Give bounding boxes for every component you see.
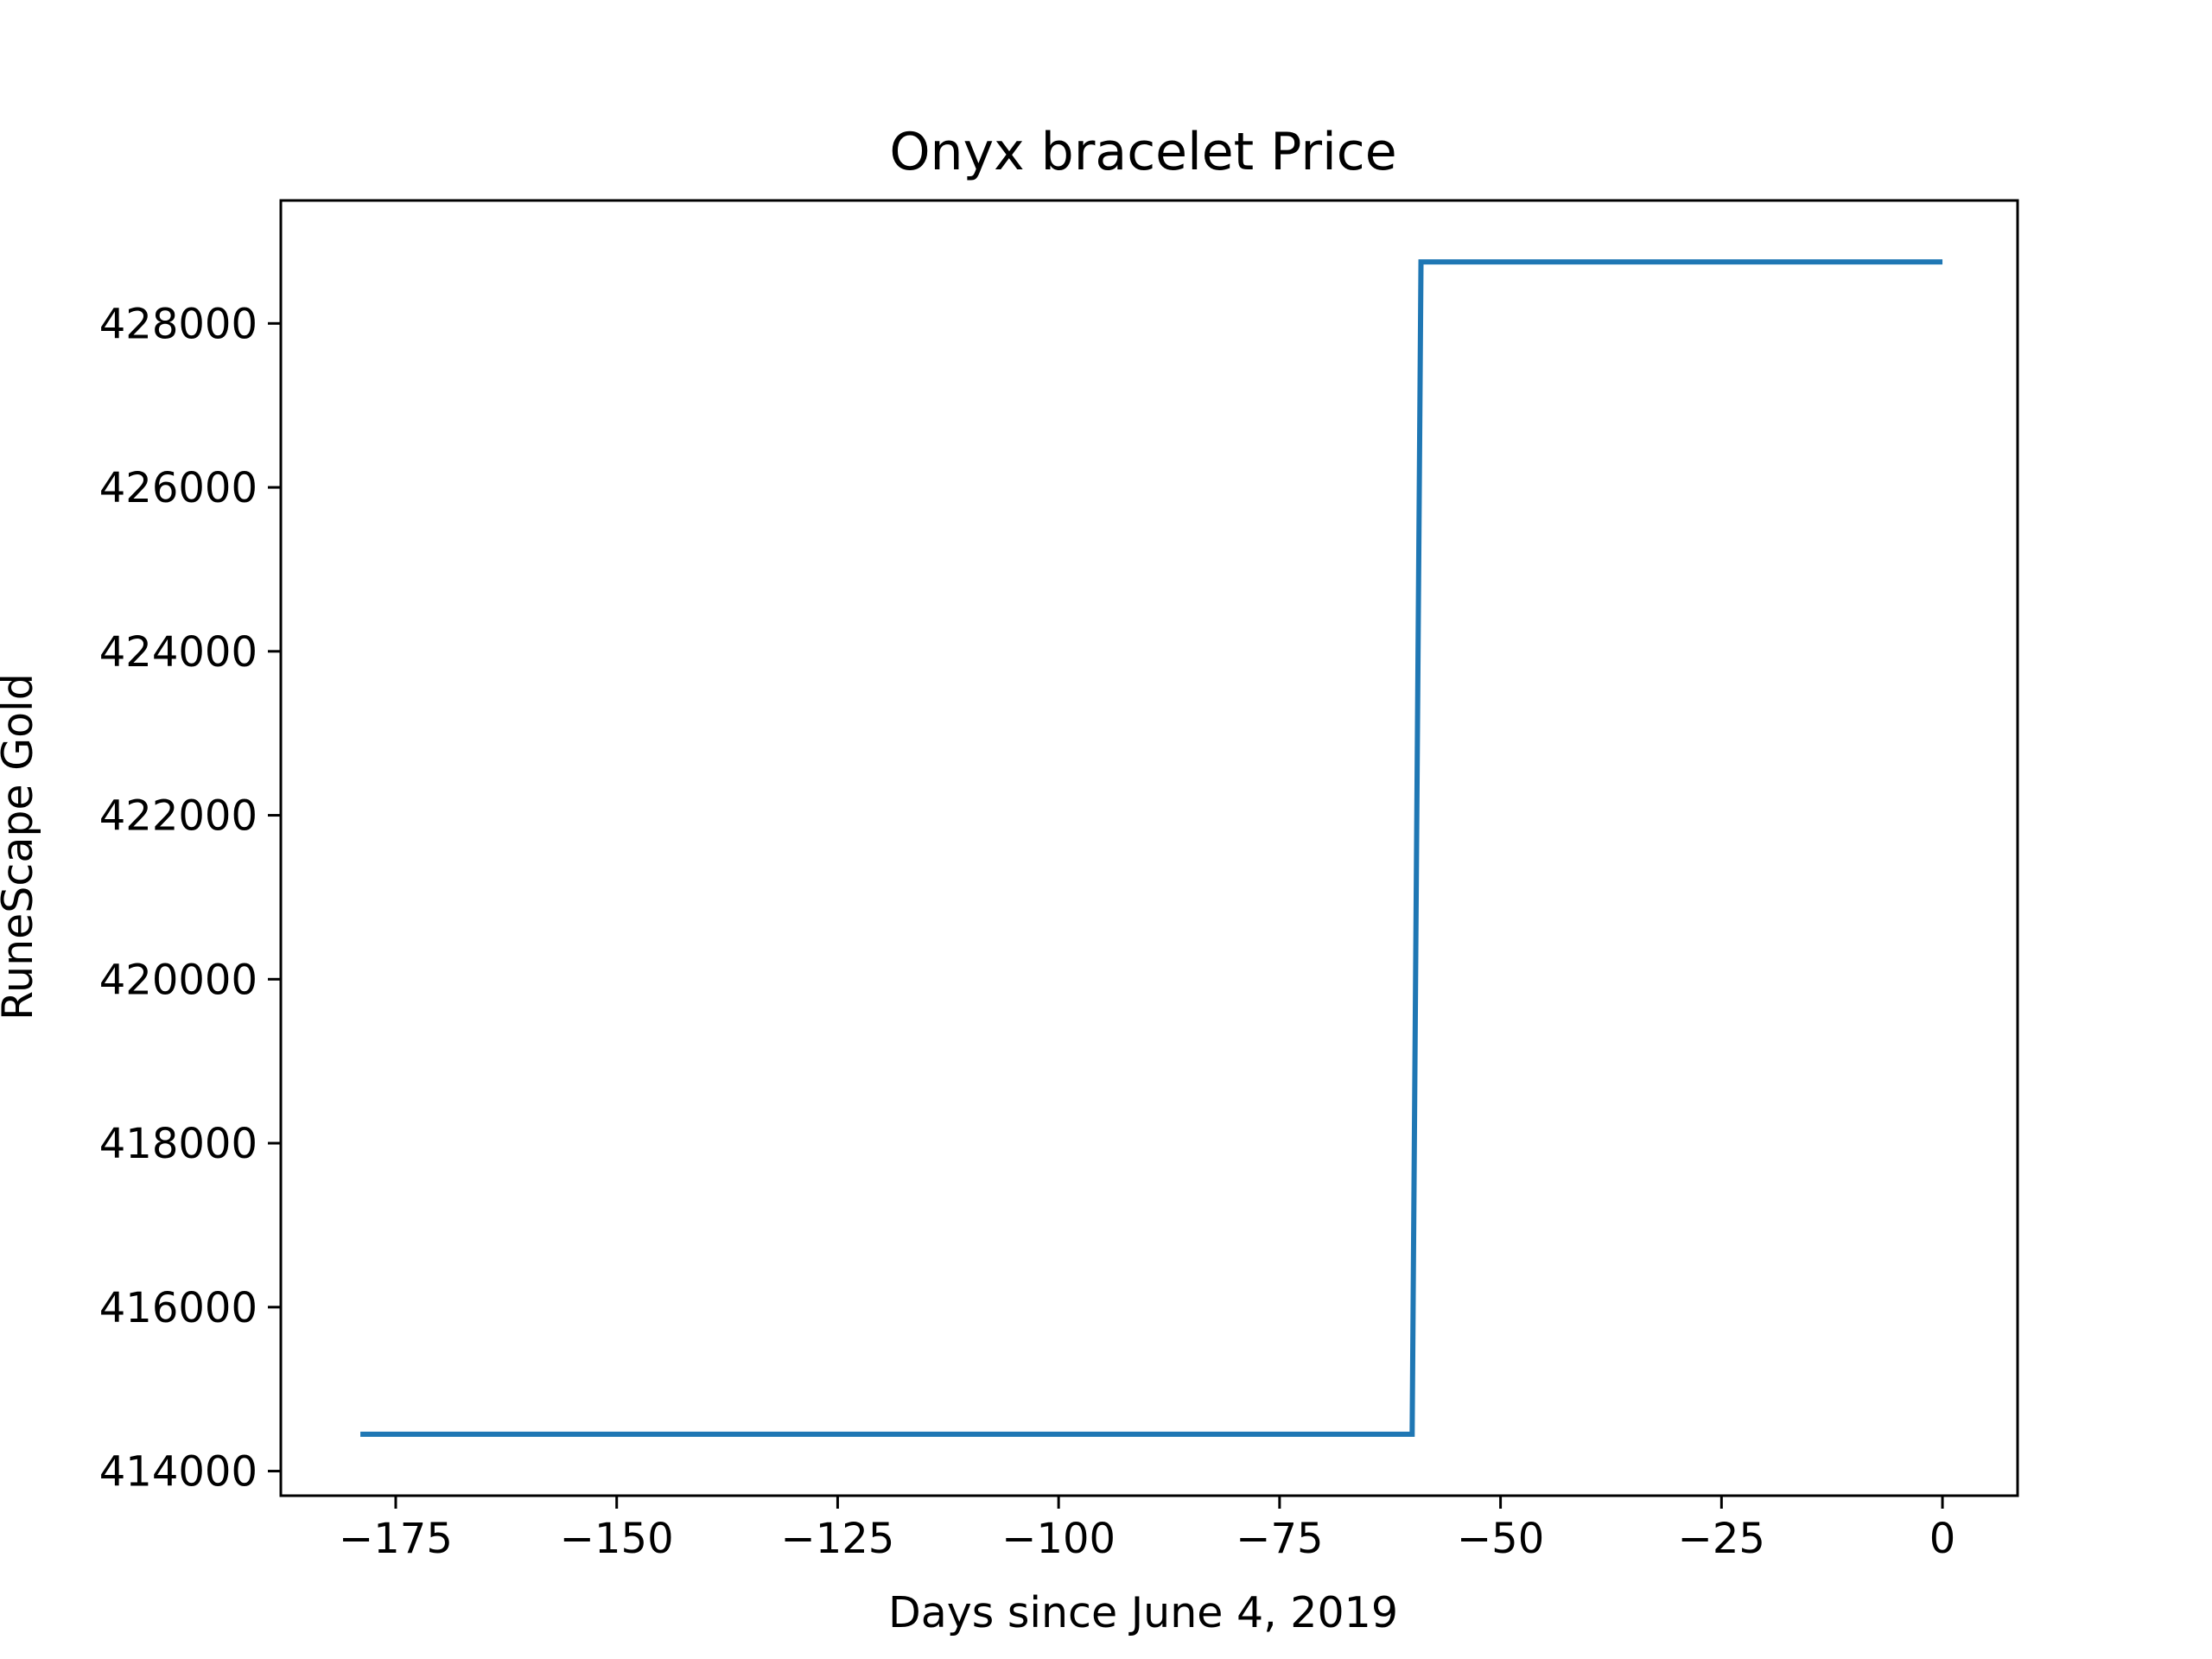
y-tick-label: 426000	[99, 464, 257, 512]
y-tick-label: 414000	[99, 1448, 257, 1497]
x-tick-label: −100	[1001, 1515, 1116, 1563]
y-tick-label: 418000	[99, 1120, 257, 1168]
plot-frame	[279, 199, 2019, 1497]
y-tick-label: 420000	[99, 956, 257, 1004]
x-tick-label: −125	[781, 1515, 895, 1563]
y-axis-label: RuneScape Gold	[0, 673, 42, 1020]
x-tick-label: −25	[1678, 1515, 1765, 1563]
y-tick-label: 416000	[99, 1284, 257, 1332]
y-tick-label: 422000	[99, 792, 257, 841]
x-tick-label: 0	[1929, 1515, 1956, 1563]
y-tick-label: 424000	[99, 628, 257, 677]
x-tick-label: −75	[1236, 1515, 1323, 1563]
x-tick-label: −175	[339, 1515, 453, 1563]
y-axis: 414000 416000 418000 420000 422000 424000 4260…	[99, 300, 281, 1497]
x-tick-label: −50	[1457, 1515, 1544, 1563]
y-tick-label: 428000	[99, 300, 257, 348]
plot-area	[360, 259, 1943, 1437]
x-tick-label: −150	[560, 1515, 674, 1563]
x-axis-label: Days since June 4, 2019	[888, 1588, 1398, 1637]
chart-title: Onyx bracelet Price	[889, 122, 1396, 182]
x-axis: −175 −150 −125 −100 −75 −50 −25 0	[339, 1496, 1955, 1563]
series-line	[360, 259, 1943, 1437]
